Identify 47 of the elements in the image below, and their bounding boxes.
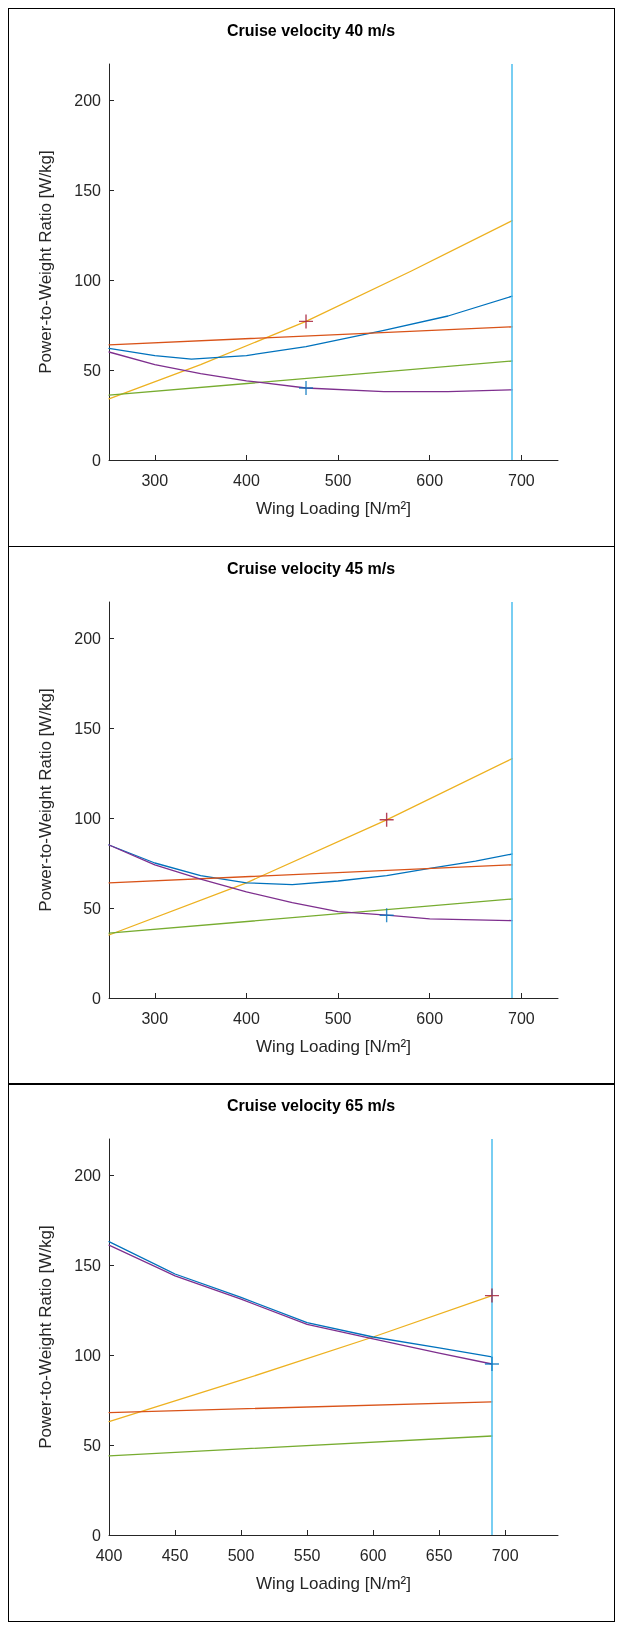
x-axis-title: Wing Loading [N/m²] xyxy=(256,1574,411,1593)
line-series xyxy=(108,843,513,921)
x-axis-title: Wing Loading [N/m²] xyxy=(256,499,411,518)
line-series xyxy=(108,295,513,360)
y-tick-label: 50 xyxy=(83,899,102,916)
y-tick-label: 150 xyxy=(74,181,102,199)
x-tick-label: 400 xyxy=(233,471,260,489)
y-tick-label: 100 xyxy=(74,1346,102,1364)
x-tick-label: 600 xyxy=(416,471,444,489)
y-tick-label: 200 xyxy=(74,1166,102,1184)
x-tick-label: 400 xyxy=(233,1009,260,1026)
x-tick-label: 700 xyxy=(491,1546,519,1564)
line-series xyxy=(108,757,513,936)
chart-title: Cruise velocity 40 m/s xyxy=(226,21,396,39)
chart-title: Cruise velocity 45 m/s xyxy=(226,559,396,576)
y-tick-label: 0 xyxy=(92,451,102,469)
x-tick-label: 300 xyxy=(141,1009,169,1026)
x-axis-title: Wing Loading [N/m²] xyxy=(256,1036,411,1056)
x-tick-label: 700 xyxy=(508,1009,535,1026)
line-series xyxy=(108,219,513,400)
x-tick-label: 400 xyxy=(95,1546,123,1564)
x-tick-label: 700 xyxy=(508,471,535,489)
x-tick-label: 600 xyxy=(359,1546,387,1564)
y-tick-label: 150 xyxy=(74,719,102,736)
x-tick-label: 600 xyxy=(416,1009,444,1026)
y-tick-label: 100 xyxy=(74,809,102,826)
y-tick-label: 50 xyxy=(83,1436,102,1454)
x-tick-label: 450 xyxy=(161,1546,189,1564)
x-tick-label: 500 xyxy=(227,1546,255,1564)
y-tick-label: 50 xyxy=(83,361,102,379)
y-tick-label: 0 xyxy=(92,1526,102,1544)
x-tick-label: 300 xyxy=(141,471,169,489)
y-tick-label: 200 xyxy=(74,629,102,646)
chart-title: Cruise velocity 65 m/s xyxy=(226,1096,396,1114)
x-tick-label: 650 xyxy=(425,1546,453,1564)
y-axis-title: Power-to-Weight Ratio [W/kg] xyxy=(36,687,55,912)
line-series xyxy=(108,351,513,393)
x-tick-label: 500 xyxy=(324,1009,352,1026)
x-tick-label: 500 xyxy=(324,471,352,489)
y-axis-title: Power-to-Weight Ratio [W/kg] xyxy=(36,150,55,374)
y-tick-label: 150 xyxy=(74,1256,102,1274)
y-tick-label: 0 xyxy=(92,989,102,1006)
y-axis-title: Power-to-Weight Ratio [W/kg] xyxy=(36,1225,55,1449)
line-series xyxy=(108,1294,493,1423)
x-tick-label: 550 xyxy=(293,1546,321,1564)
y-tick-label: 100 xyxy=(74,271,102,289)
y-tick-label: 200 xyxy=(74,91,102,109)
